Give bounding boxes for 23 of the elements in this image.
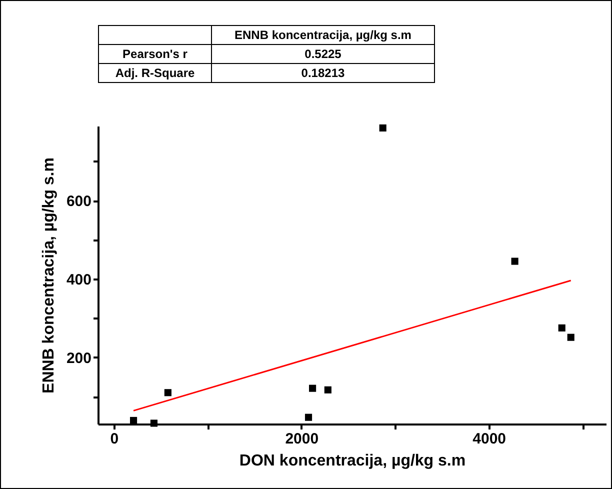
- point: [558, 324, 566, 332]
- text: Pearson's r: [98, 44, 212, 64]
- point: [567, 334, 574, 341]
- point: [130, 416, 138, 424]
- point: [511, 258, 518, 265]
- point: [164, 389, 172, 396]
- point: [379, 124, 386, 132]
- point: [150, 420, 158, 427]
- y-tick-label: 600: [66, 193, 92, 210]
- x-tick-label: 2000: [285, 430, 319, 448]
- x-axis-title: DON koncentracija, µg/kg s.m: [239, 452, 466, 470]
- y-tick-label: 200: [66, 350, 92, 367]
- text: 0.5225: [212, 44, 434, 64]
- point: [309, 384, 316, 392]
- point: [324, 386, 332, 394]
- text: 0.18213: [212, 64, 434, 82]
- y-axis-title: ENNB koncentracija, µg/kg s.m: [40, 158, 58, 394]
- x-tick-label: 0: [110, 430, 119, 448]
- point: [304, 414, 312, 421]
- text: ENNB koncentracija, µg/kg s.m: [212, 26, 434, 44]
- x-tick-label: 4000: [472, 430, 506, 448]
- y-tick-label: 400: [66, 271, 92, 288]
- text: Adj. R-Square: [98, 64, 212, 82]
